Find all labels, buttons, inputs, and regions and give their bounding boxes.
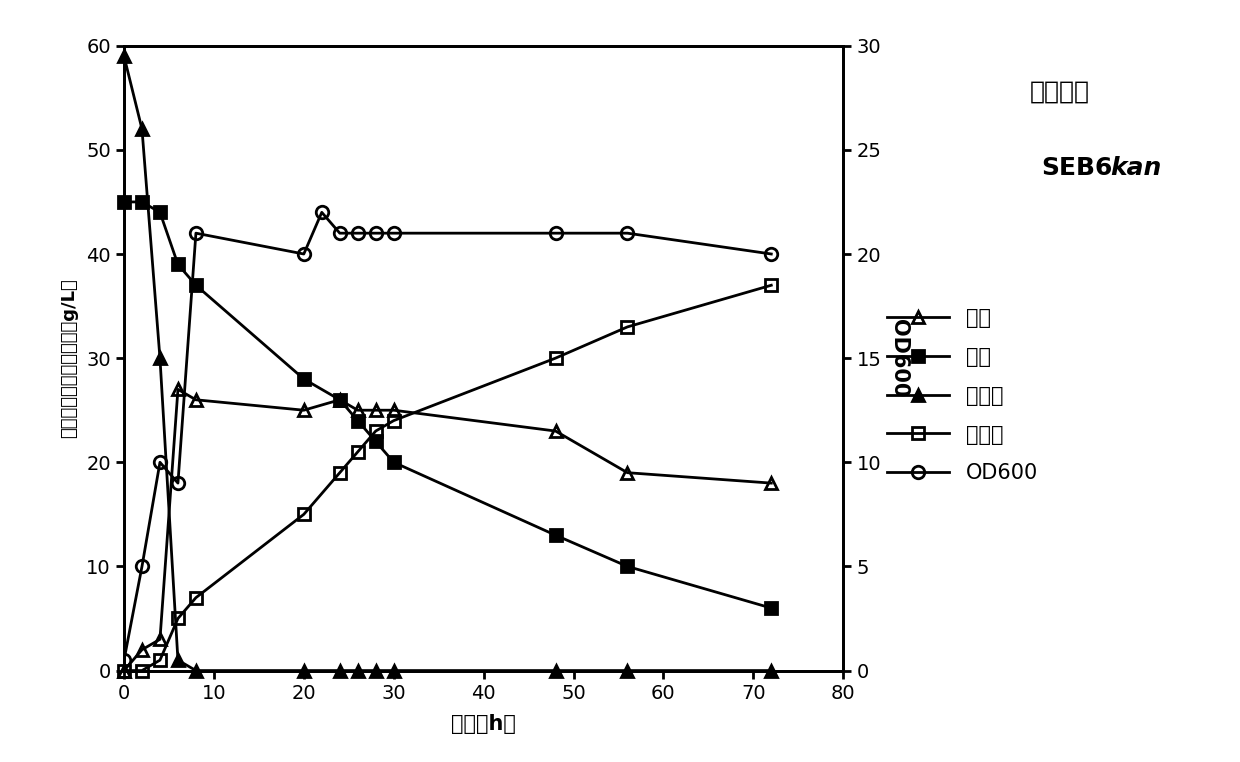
木糖醇 (764, 280, 779, 290)
木糖醇 (387, 416, 402, 425)
Y-axis label: OD600: OD600 (889, 319, 909, 397)
木糖醇 (620, 322, 635, 331)
Y-axis label: 糖，乙醇，木糖醇浓度（g/L）: 糖，乙醇，木糖醇浓度（g/L） (60, 278, 78, 438)
OD600 (188, 229, 203, 238)
乙醇 (548, 427, 563, 436)
乙醇 (296, 405, 311, 415)
木糖醇 (117, 666, 131, 675)
乙醇 (134, 645, 149, 655)
木糖 (548, 530, 563, 539)
乙醇 (170, 385, 186, 394)
乙醇 (188, 395, 203, 405)
木糖 (296, 374, 311, 383)
葡萄糖 (620, 666, 635, 675)
葡萄糖 (351, 666, 366, 675)
乙醇 (351, 405, 366, 415)
木糖 (351, 416, 366, 425)
OD600 (548, 229, 563, 238)
木糖醇 (153, 655, 167, 664)
Line: 葡萄糖: 葡萄糖 (118, 50, 777, 677)
木糖 (620, 562, 635, 571)
OD600 (170, 479, 186, 488)
木糖 (387, 458, 402, 467)
木糖 (332, 395, 347, 405)
OD600 (387, 229, 402, 238)
木糖 (368, 437, 383, 446)
乙醇 (368, 405, 383, 415)
葡萄糖 (153, 354, 167, 363)
木糖醇 (296, 510, 311, 519)
Line: OD600: OD600 (118, 206, 777, 667)
葡萄糖 (548, 666, 563, 675)
乙醇 (764, 479, 779, 488)
乙醇 (117, 666, 131, 675)
OD600 (620, 229, 635, 238)
木糖 (188, 280, 203, 290)
OD600 (368, 229, 383, 238)
木糖 (153, 208, 167, 217)
乙醇 (620, 468, 635, 477)
乙醇 (332, 395, 347, 405)
OD600 (764, 249, 779, 258)
OD600 (117, 655, 131, 664)
木糖醇 (170, 614, 186, 623)
葡萄糖 (188, 666, 203, 675)
葡萄糖 (368, 666, 383, 675)
葡萄糖 (170, 655, 186, 664)
葡萄糖 (117, 52, 131, 61)
木糖 (117, 197, 131, 207)
葡萄糖 (296, 666, 311, 675)
OD600 (153, 458, 167, 467)
木糖醇 (548, 354, 563, 363)
木糖 (764, 604, 779, 613)
木糖醇 (134, 666, 149, 675)
葡萄糖 (134, 124, 149, 133)
木糖 (134, 197, 149, 207)
葡萄糖 (387, 666, 402, 675)
Text: kan: kan (1110, 155, 1161, 180)
Text: 出发菌株: 出发菌株 (1030, 79, 1090, 104)
乙醇 (153, 635, 167, 644)
Text: SEB6: SEB6 (1042, 155, 1114, 180)
OD600 (134, 562, 149, 571)
葡萄糖 (332, 666, 347, 675)
葡萄糖 (764, 666, 779, 675)
木糖 (170, 260, 186, 269)
乙醇 (387, 405, 402, 415)
OD600 (314, 208, 329, 217)
Line: 木糖: 木糖 (118, 196, 777, 614)
木糖醇 (332, 468, 347, 477)
Line: 乙醇: 乙醇 (118, 383, 777, 677)
OD600 (332, 229, 347, 238)
OD600 (296, 249, 311, 258)
Legend: 乙醇, 木糖, 葡萄糖, 木糖醇, OD600: 乙醇, 木糖, 葡萄糖, 木糖醇, OD600 (878, 300, 1047, 491)
X-axis label: 时间（h）: 时间（h） (451, 714, 516, 734)
木糖醇 (368, 427, 383, 436)
OD600 (351, 229, 366, 238)
木糖醇 (188, 593, 203, 602)
Line: 木糖醇: 木糖醇 (118, 279, 777, 677)
木糖醇 (351, 447, 366, 456)
